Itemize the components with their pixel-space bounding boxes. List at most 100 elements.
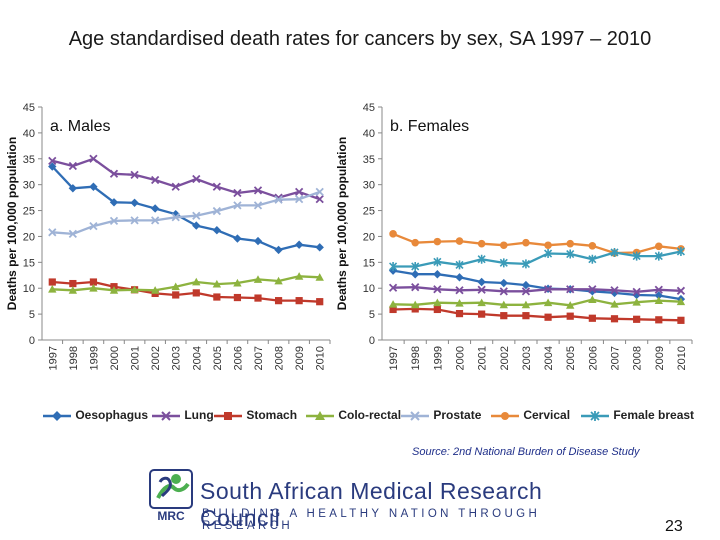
x-tick-label: 2008	[274, 346, 286, 370]
x-tick-label: 2003	[171, 346, 183, 370]
panel-label: b. Females	[390, 118, 469, 135]
legend-item-colo-rectal: Colo-rectal	[305, 408, 401, 422]
x-tick-label: 2010	[676, 346, 688, 370]
data-point-stomach	[522, 312, 530, 320]
data-point-oesophagus	[294, 240, 304, 249]
data-point-prostate	[109, 216, 119, 226]
y-tick-label: 30	[23, 180, 35, 192]
data-point-female-breast	[588, 254, 597, 264]
data-point-female-breast	[676, 246, 685, 256]
y-tick-label: 10	[363, 283, 375, 295]
data-point-oesophagus	[411, 270, 420, 279]
org-tagline: BUILDING A HEALTHY NATION THROUGH RESEAR…	[202, 508, 541, 532]
data-point-stomach	[389, 305, 397, 314]
legend-item-female-breast: Female breast	[580, 408, 694, 422]
data-point-female-breast	[455, 260, 464, 270]
y-tick-label: 25	[23, 206, 35, 218]
legend-item-stomach: Stomach	[213, 408, 297, 422]
data-point-lung	[89, 154, 98, 163]
data-point-lung	[253, 186, 263, 195]
data-point-lung	[632, 287, 641, 296]
data-point-colo-rectal	[212, 279, 222, 288]
y-tick-label: 5	[29, 309, 35, 321]
data-point-prostate	[68, 229, 77, 238]
chart-panel-males: a. Males 0 5 10 15 20 25 30 35 40 45 1997 1998 1999 20…	[5, 102, 331, 370]
data-point-lung	[566, 285, 575, 294]
x-tick-label: 2002	[150, 346, 162, 370]
data-point-colo-rectal	[499, 300, 508, 309]
data-point-colo-rectal	[477, 298, 486, 307]
data-point-stomach	[295, 297, 303, 305]
legend-label-cervical: Cervical	[523, 408, 571, 422]
data-point-lung	[588, 285, 597, 294]
data-point-female-breast	[566, 249, 575, 259]
mrc-emblem-icon: MRC	[149, 469, 193, 523]
data-point-colo-rectal	[48, 285, 57, 293]
data-point-stomach	[610, 315, 619, 323]
data-point-lung	[654, 285, 663, 294]
y-tick-label: 35	[23, 154, 35, 166]
data-point-colo-rectal	[192, 277, 201, 286]
x-tick-label: 2004	[543, 346, 555, 370]
mrc-logo: MRC South African Medical Research Counc…	[148, 468, 578, 532]
data-point-stomach	[89, 278, 98, 286]
data-point-stomach	[655, 316, 663, 324]
data-point-prostate	[171, 213, 180, 222]
legend-item-lung: Lung	[151, 408, 214, 422]
x-tick-label: 2001	[130, 346, 142, 370]
legend-label-prostate: Prostate	[433, 408, 482, 422]
data-point-female-breast	[477, 254, 486, 264]
data-point-cervical	[455, 237, 464, 245]
data-point-stomach	[566, 312, 574, 320]
data-point-stomach	[478, 310, 486, 318]
data-point-stomach	[172, 291, 180, 299]
legend-label-colo-rectal: Colo-rectal	[338, 408, 402, 422]
data-point-stomach	[433, 305, 441, 314]
y-tick-label: 15	[363, 257, 375, 269]
data-point-colo-rectal	[433, 298, 442, 307]
data-point-cervical	[522, 238, 530, 247]
y-tick-label: 45	[23, 102, 35, 114]
x-tick-label: 2004	[191, 346, 203, 370]
legend-item-prostate: Prostate	[400, 408, 481, 422]
y-tick-label: 40	[23, 128, 35, 140]
data-point-cervical	[544, 241, 552, 250]
x-tick-label: 1997	[47, 346, 59, 370]
data-point-lung	[315, 195, 324, 204]
series-line-colo-rectal	[393, 298, 681, 307]
data-point-oesophagus	[274, 245, 283, 255]
x-tick-label: 2001	[477, 346, 489, 370]
data-point-cervical	[588, 241, 597, 250]
slide-title: Age standardised death rates for cancers…	[68, 28, 652, 50]
legend-marker-oesophagus	[43, 410, 71, 421]
legend-item-oesophagus: Oesophagus	[42, 408, 148, 422]
data-point-female-breast	[433, 257, 442, 267]
data-point-oesophagus	[455, 273, 464, 282]
legend-label-oesophagus: Oesophagus	[75, 408, 149, 422]
data-point-lung	[171, 182, 180, 191]
data-point-colo-rectal	[150, 286, 160, 294]
data-point-oesophagus	[150, 204, 160, 213]
y-tick-label: 35	[363, 154, 375, 166]
data-point-colo-rectal	[455, 299, 464, 307]
x-tick-label: 2002	[499, 346, 511, 370]
data-point-lung	[130, 170, 139, 179]
data-point-colo-rectal	[274, 276, 283, 285]
data-point-stomach	[633, 315, 641, 323]
data-point-female-breast	[411, 261, 420, 271]
data-point-lung	[295, 187, 304, 197]
data-point-female-breast	[521, 259, 530, 269]
legend-marker-female-breast	[581, 410, 609, 421]
data-point-oesophagus	[130, 198, 139, 207]
data-point-prostate	[151, 216, 160, 225]
data-point-oesophagus	[192, 221, 201, 230]
y-axis-title: Deaths per 100,000 population	[5, 137, 19, 310]
data-point-female-breast	[499, 258, 508, 268]
data-point-lung	[477, 285, 486, 294]
data-point-stomach	[274, 297, 283, 305]
panel-label: a. Males	[50, 118, 110, 135]
series-line-lung	[52, 157, 321, 201]
data-point-lung	[388, 283, 398, 292]
x-tick-label: 2007	[610, 346, 622, 370]
data-point-oesophagus	[48, 162, 57, 171]
